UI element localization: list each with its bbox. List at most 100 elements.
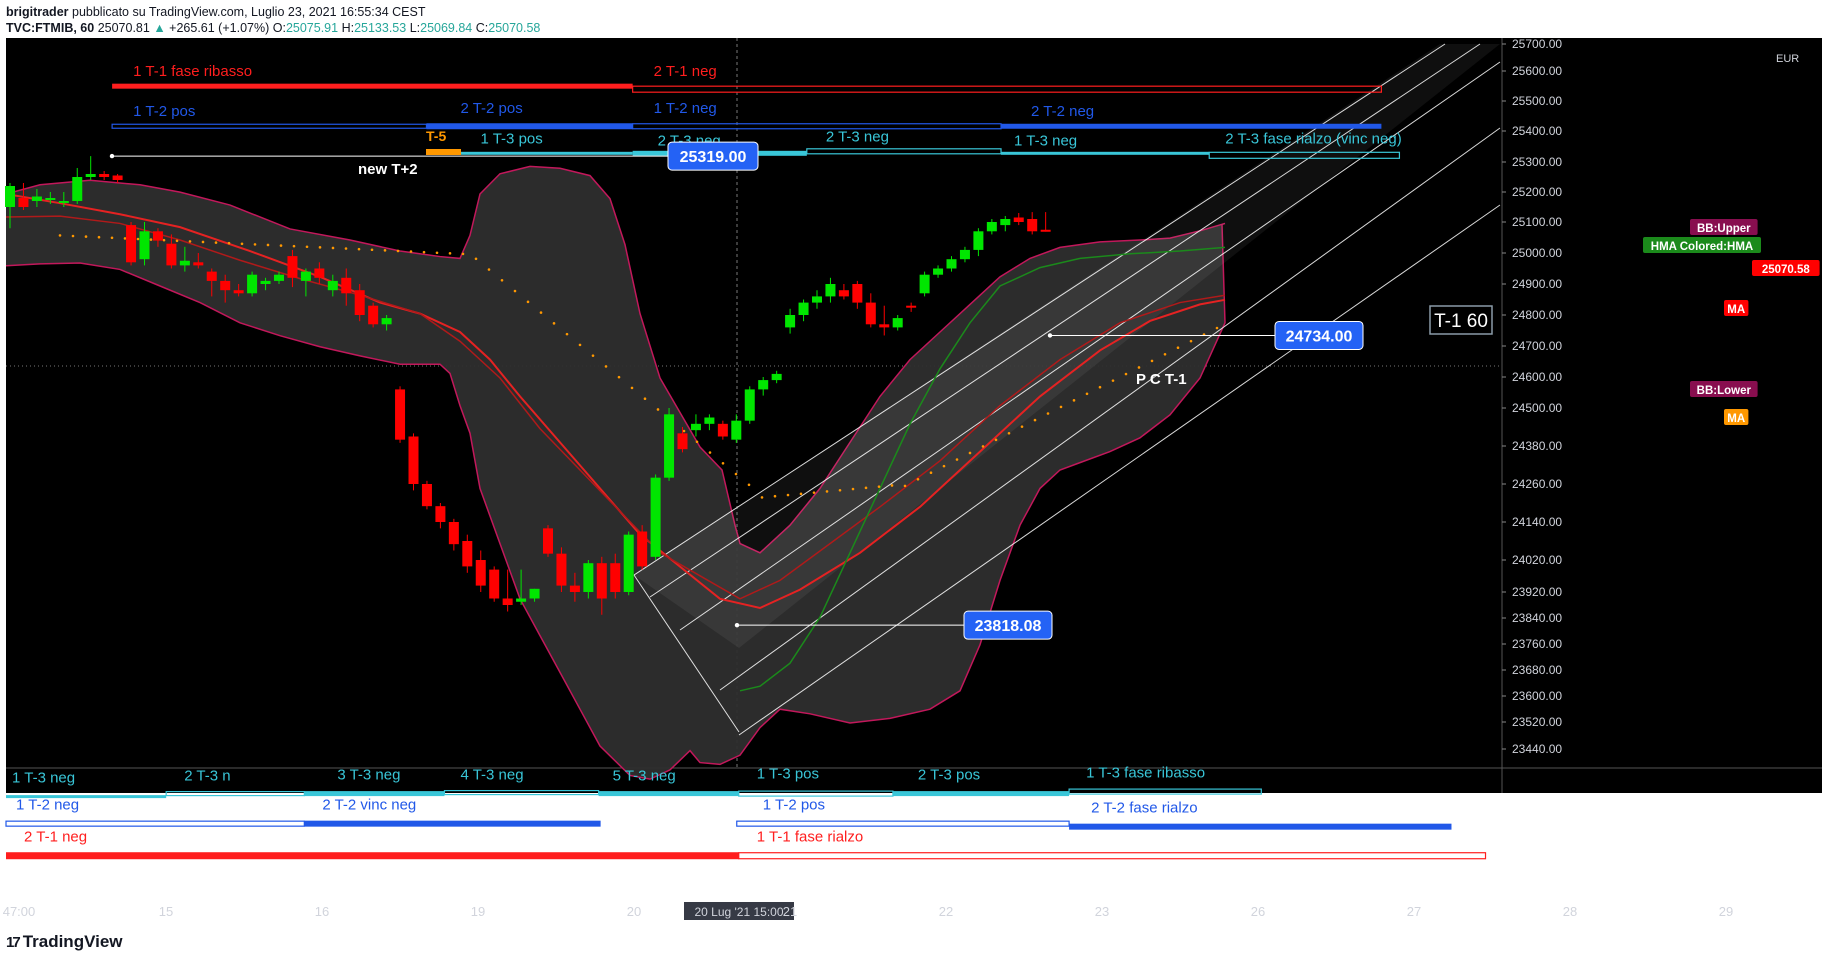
candle	[1040, 212, 1051, 232]
close-label: C:	[475, 21, 489, 35]
level-bar	[1001, 123, 1382, 129]
ma-dot	[630, 386, 634, 390]
ma-dot	[864, 486, 868, 490]
indicator-label: BB:Upper	[1690, 219, 1758, 235]
ma-dot	[84, 235, 88, 238]
candle	[354, 284, 365, 322]
author-name[interactable]: brigitrader	[6, 5, 69, 19]
ma-dot	[331, 246, 335, 250]
candle	[758, 377, 769, 396]
level-lines: 1 T-1 fase ribasso 2 T-1 neg 1 T-2 pos 2 T-…	[5, 63, 1487, 860]
candle-body	[233, 290, 244, 294]
currency-bg	[1770, 50, 1804, 66]
price-label-box	[1274, 320, 1364, 350]
candle-body	[1040, 229, 1051, 232]
candle-body	[812, 296, 822, 303]
price-tick-label: 24600.00	[1512, 370, 1562, 384]
ma-dot	[591, 354, 595, 357]
candle-body	[892, 318, 903, 328]
ma-dot	[227, 241, 231, 245]
level-label: 2 T-3 fase rialzo (vinc neg)	[1225, 130, 1401, 147]
high-value: 25133.53	[354, 21, 407, 35]
candle-body	[731, 420, 742, 440]
bollinger-lower-line	[5, 224, 1226, 780]
candle-body	[516, 598, 527, 602]
candle	[233, 284, 244, 297]
crosshair-time-bg	[684, 902, 794, 920]
candle-body	[435, 506, 446, 522]
price-axis-area	[1502, 38, 1822, 768]
candle	[596, 556, 607, 615]
ma-dot	[682, 429, 686, 433]
candle	[637, 525, 648, 570]
indicator-label: 25070.58	[1752, 260, 1820, 276]
ma-dot	[513, 289, 517, 293]
ma-dot	[422, 250, 426, 254]
candle-body	[717, 423, 728, 437]
candle-body	[18, 198, 29, 207]
ma-dot	[877, 485, 881, 488]
candle	[650, 474, 661, 560]
candle-body	[569, 585, 580, 592]
last-price: 25070.81	[97, 21, 150, 35]
candle	[31, 189, 42, 207]
level-bar	[1001, 151, 1210, 155]
level-bar	[6, 795, 167, 799]
candle-body	[623, 534, 634, 592]
candle	[152, 228, 163, 247]
candle	[986, 219, 997, 235]
currency-label: EUR	[1776, 53, 1799, 65]
level-bar	[1069, 823, 1452, 830]
ma-dot	[656, 408, 660, 411]
tradingview-brand[interactable]: 17 TradingView	[6, 932, 123, 952]
candle-body	[31, 196, 42, 201]
channel-line	[719, 127, 1501, 691]
price-label-anchor	[109, 153, 115, 159]
candle-body	[58, 201, 69, 203]
publish-info: pubblicato su TradingView.com, Luglio 23…	[72, 5, 426, 19]
level-blue: 1 T-2 neg	[5, 797, 305, 827]
ma-dot	[721, 461, 725, 465]
ma-dot	[955, 458, 959, 461]
ma-dot	[903, 484, 907, 488]
price-tick-label: 24260.00	[1512, 477, 1562, 491]
candle-body	[193, 262, 204, 266]
candle	[785, 308, 796, 334]
high-label: H:	[341, 21, 355, 35]
ma-dot	[123, 237, 127, 240]
candle-body	[287, 256, 298, 278]
time-axis: 47:00 15 16 19 20 20 Lug '21 15:00 21 22 23 26 27 2…	[3, 902, 1733, 920]
price-label-anchor	[734, 622, 740, 628]
ma-dot	[929, 471, 933, 475]
ma-dot	[500, 278, 504, 282]
price-label: 23818.08	[734, 610, 1053, 640]
candle	[569, 572, 580, 602]
candle	[408, 433, 419, 491]
ma-dot	[552, 322, 556, 325]
ma-dot	[396, 249, 400, 253]
level-blue: 2 T-2 fase rialzo	[1069, 800, 1452, 830]
candle	[771, 370, 782, 384]
candle	[435, 503, 446, 529]
candle-body	[112, 175, 123, 180]
price-tick-label: 23840.00	[1512, 611, 1562, 625]
time-tick-label: 47:00	[3, 904, 36, 919]
level-label: 2 T-2 neg	[1031, 103, 1094, 120]
price-tick-label: 24020.00	[1512, 553, 1562, 567]
level-label: 1 T-2 pos	[763, 797, 825, 814]
level-cyan: 3 T-3 neg	[304, 767, 445, 797]
symbol-label[interactable]: TVC:FTMIB, 60	[6, 21, 95, 35]
candle-body	[260, 280, 271, 284]
indicator-label-bg	[1724, 300, 1749, 316]
candle-body	[341, 277, 352, 294]
candle-body	[247, 274, 258, 294]
candle	[583, 560, 594, 599]
candle	[300, 268, 311, 297]
level-box	[5, 820, 305, 827]
candle-body	[946, 259, 957, 269]
ma-dot	[981, 445, 985, 448]
ma-dot	[370, 248, 374, 252]
candle-body	[45, 198, 56, 200]
indicator-label-text: HMA Colored:HMA	[1651, 241, 1753, 253]
